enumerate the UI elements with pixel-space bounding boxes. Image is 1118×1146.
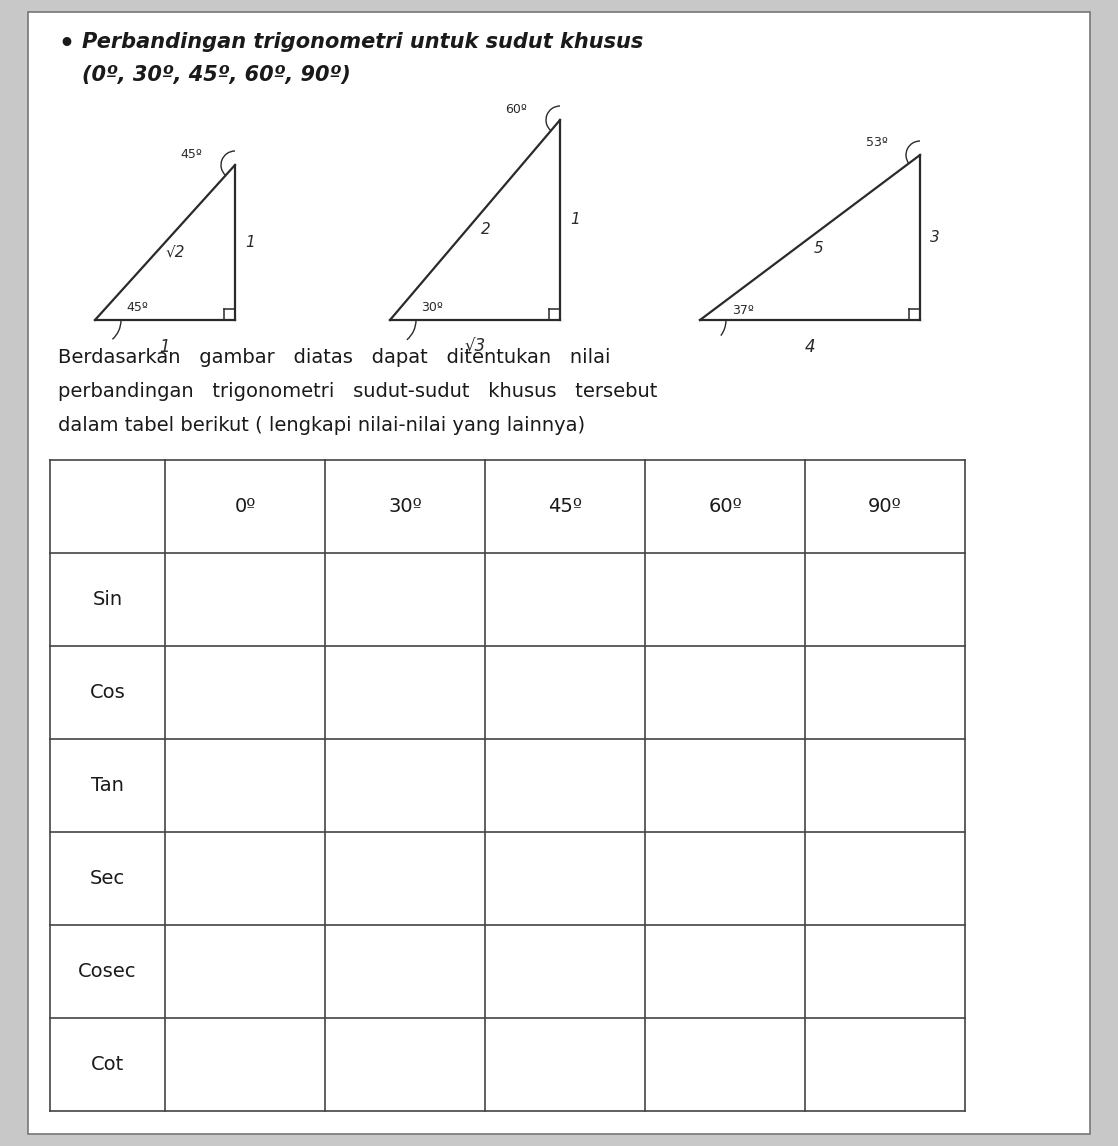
- Text: Sin: Sin: [93, 590, 123, 609]
- Text: Perbandingan trigonometri untuk sudut khusus: Perbandingan trigonometri untuk sudut kh…: [82, 32, 643, 52]
- Text: dalam tabel berikut ( lengkapi nilai-nilai yang lainnya): dalam tabel berikut ( lengkapi nilai-nil…: [58, 416, 585, 435]
- Text: 90º: 90º: [868, 497, 902, 516]
- Text: 1: 1: [245, 235, 255, 250]
- Text: (0º, 30º, 45º, 60º, 90º): (0º, 30º, 45º, 60º, 90º): [82, 65, 351, 85]
- Text: Sec: Sec: [89, 869, 125, 888]
- Text: •: •: [58, 32, 74, 56]
- Text: Tan: Tan: [91, 776, 124, 795]
- Text: Cot: Cot: [91, 1055, 124, 1074]
- Text: Berdasarkan   gambar   diatas   dapat   ditentukan   nilai: Berdasarkan gambar diatas dapat ditentuk…: [58, 348, 610, 367]
- FancyBboxPatch shape: [28, 11, 1090, 1135]
- Text: Cosec: Cosec: [78, 961, 136, 981]
- Text: √2: √2: [165, 244, 186, 259]
- Text: perbandingan   trigonometri   sudut-sudut   khusus   tersebut: perbandingan trigonometri sudut-sudut kh…: [58, 382, 657, 401]
- Text: Cos: Cos: [89, 683, 125, 702]
- Text: 37º: 37º: [732, 304, 755, 317]
- Text: 45º: 45º: [548, 497, 582, 516]
- Text: √3: √3: [464, 338, 485, 356]
- Text: 53º: 53º: [866, 136, 888, 149]
- Text: 1: 1: [570, 212, 580, 228]
- Text: 1: 1: [160, 338, 170, 356]
- Text: 4: 4: [805, 338, 815, 356]
- Text: 60º: 60º: [708, 497, 742, 516]
- Text: 2: 2: [481, 221, 491, 236]
- Text: 0º: 0º: [235, 497, 256, 516]
- Text: 45º: 45º: [180, 148, 202, 162]
- Text: 30º: 30º: [421, 301, 443, 314]
- Text: 3: 3: [930, 230, 940, 245]
- Text: 45º: 45º: [126, 301, 149, 314]
- Text: 5: 5: [814, 241, 823, 257]
- Text: 60º: 60º: [505, 103, 527, 116]
- Text: 30º: 30º: [388, 497, 421, 516]
